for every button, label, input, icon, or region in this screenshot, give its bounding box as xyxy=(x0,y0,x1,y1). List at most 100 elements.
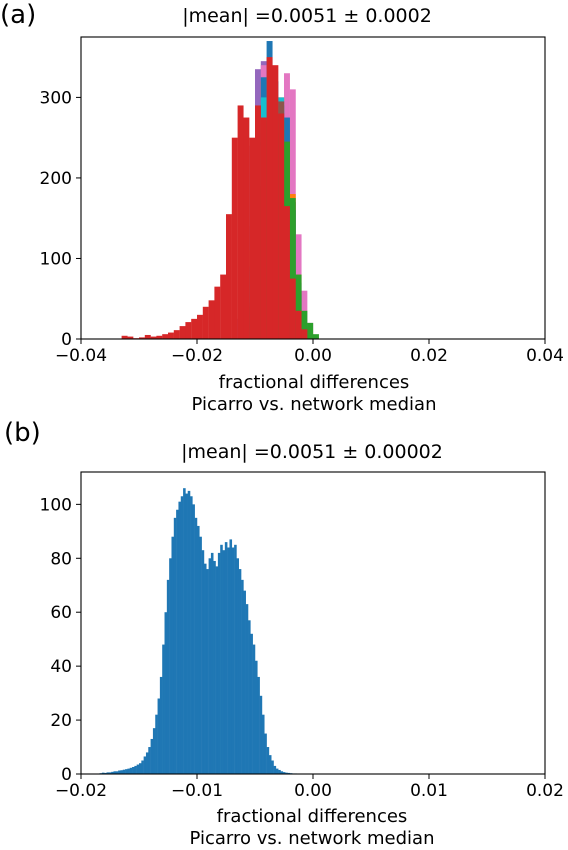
panel-a-bar-s7-b1 xyxy=(127,336,134,339)
panel-b-bar-s0-b19 xyxy=(143,756,147,774)
panel-b-bar-s0-b69 xyxy=(259,695,263,774)
panel-a-ytick-label: 200 xyxy=(40,169,72,189)
panel-b-bar-s0-b75 xyxy=(273,765,277,774)
panel-b-bar-s0-b70 xyxy=(261,714,265,774)
panel-b-bar-s0-b25 xyxy=(157,698,161,774)
panel-a-bar-s7-b17 xyxy=(220,274,227,339)
panel-a-bar-s7-b7 xyxy=(162,334,169,339)
panel-b-bar-s0-b73 xyxy=(268,755,272,774)
panel-a-xtick-label: 0.02 xyxy=(410,346,448,366)
panel-b-bar-s0-b1 xyxy=(101,772,105,774)
panel-b-bar-s0-b12 xyxy=(127,768,130,774)
panel-b-bar-s0-b39 xyxy=(190,496,193,774)
panel-b-xtick-label: 0.01 xyxy=(410,781,448,801)
panel-a-bar-s6-b12 xyxy=(313,334,319,339)
panel-b-xtick-label: −0.02 xyxy=(55,781,107,801)
panel-b-bar-s0-b44 xyxy=(201,550,205,774)
panel-b-xlabel-line1: fractional differences xyxy=(216,806,408,827)
panel-a-bar-s6-b11 xyxy=(307,322,314,339)
panel-a-xlabel: fractional differences Picarro vs. netwo… xyxy=(192,372,437,416)
panel-b-bar-s0-b36 xyxy=(183,488,186,774)
panel-b-bar-s0-b4 xyxy=(108,772,112,774)
panel-b-tag: (b) xyxy=(4,418,41,448)
panel-b-bar-s0-b55 xyxy=(227,547,230,774)
panel-b-bar-s0-b77 xyxy=(278,769,281,774)
panel-b-bar-s0-b78 xyxy=(280,771,284,774)
panel-a-ytick-label: 300 xyxy=(40,88,72,108)
panel-b-bar-s0-b37 xyxy=(185,493,188,774)
panel-b-bar-s0-b31 xyxy=(171,536,175,774)
panel-a-bar-s7-b20 xyxy=(237,105,244,339)
panel-b-bar-s0-b7 xyxy=(115,771,119,774)
panel-b-bar-s0-b79 xyxy=(282,772,286,774)
panel-b-bar-s0-b30 xyxy=(169,558,172,774)
panel-a-bar-s7-b18 xyxy=(226,214,232,339)
panel-b-bar-s0-b48 xyxy=(210,552,214,774)
panel-b-bar-s0-b34 xyxy=(178,501,182,774)
panel-b-bar-s0-b9 xyxy=(120,770,124,774)
panel-b-bar-s0-b51 xyxy=(217,552,221,774)
panel-b-bar-s0-b56 xyxy=(229,539,233,774)
panel-a-bar-s7-b8 xyxy=(168,332,174,339)
panel-a-bar-s7-b28 xyxy=(284,206,290,339)
panel-b-bar-s0-b43 xyxy=(199,536,202,774)
panel-a-bar-s6-b8 xyxy=(289,198,296,339)
panel-b-bar-s0-b3 xyxy=(106,772,110,774)
panel-b-bar-s0-b64 xyxy=(248,620,251,774)
panel-a-xlabel-line2: Picarro vs. network median xyxy=(191,394,437,415)
panel-a-bar-s7-b22 xyxy=(249,137,256,339)
panel-a-bar-s6-b9 xyxy=(295,274,302,339)
panel-a-bar-s7-b11 xyxy=(185,322,192,339)
panel-b-ytick-label: 100 xyxy=(40,495,72,515)
panel-b-bar-s0-b28 xyxy=(164,612,168,774)
panel-a-bar-s7-b4 xyxy=(144,334,151,339)
panel-b-bar-s0-b23 xyxy=(152,728,156,774)
panel-b-bar-s0-b46 xyxy=(206,569,209,774)
panel-a-bar-s7-b13 xyxy=(197,314,203,339)
panel-b-xlabel: fractional differences Picarro vs. netwo… xyxy=(190,806,435,850)
panel-a-bar-s7-b25 xyxy=(266,57,273,339)
panel-b-bar-s0-b62 xyxy=(243,590,246,774)
panel-a-bar-s6-b10 xyxy=(301,310,308,339)
panel-a-title: |mean| =0.0051 ± 0.0002 xyxy=(182,5,432,27)
panel-a-plot-frame xyxy=(80,36,546,340)
panel-a-bar-s7-b19 xyxy=(231,137,238,339)
panel-b-bar-s0-b21 xyxy=(148,747,151,774)
panel-b-bar-s0-b67 xyxy=(255,660,258,774)
panel-b-bar-s0-b72 xyxy=(266,747,270,774)
panel-a-bar-s7-b6 xyxy=(156,335,163,339)
panel-a-bar-s7-b31 xyxy=(301,329,308,339)
panel-a-xtick-label: 0.00 xyxy=(294,346,332,366)
panel-a-tag: (a) xyxy=(0,0,37,30)
panel-a-bar-s7-b27 xyxy=(278,113,285,339)
panel-b-bar-s0-b74 xyxy=(271,760,274,774)
panel-a-bar-s7-b0 xyxy=(121,335,128,339)
panel-a-bar-s7-b16 xyxy=(214,286,221,339)
panel-b-bar-s0-b18 xyxy=(141,760,144,774)
panel-b-bar-s0-b65 xyxy=(250,633,253,774)
panel-a-bar-s7-b15 xyxy=(208,300,215,339)
panel-a-xtick-label: −0.02 xyxy=(171,346,223,366)
panel-b-bar-s0-b10 xyxy=(122,769,126,774)
panel-b-bar-s0-b17 xyxy=(139,763,142,774)
panel-b-bar-s0-b15 xyxy=(134,765,137,774)
panel-b-ytick-label: 40 xyxy=(50,657,72,677)
panel-a-xlabel-line1: fractional differences xyxy=(218,372,410,393)
panel-b-xtick-label: −0.01 xyxy=(171,781,223,801)
panel-b-bar-s0-b22 xyxy=(150,738,154,774)
panel-a-bar-s7-b10 xyxy=(179,326,186,339)
panel-b-bar-s0-b59 xyxy=(236,558,240,774)
panel-b-bar-s0-b63 xyxy=(245,604,249,774)
panel-b-bar-s0-b5 xyxy=(111,771,114,774)
panel-b-title: |mean| =0.0051 ± 0.00002 xyxy=(181,441,443,463)
panel-b-bar-s0-b53 xyxy=(222,550,226,774)
panel-b-bar-s0-b54 xyxy=(224,542,228,774)
panel-b-bar-s0-b20 xyxy=(145,752,149,774)
panel-b-bar-s0-b71 xyxy=(264,733,267,774)
panel-b-bar-s0-b66 xyxy=(252,644,256,774)
panel-b-plot-frame xyxy=(80,471,546,775)
panel-a-xtick-label: −0.04 xyxy=(55,346,107,366)
panel-a-bar-s7-b29 xyxy=(289,278,296,339)
panel-a-ytick-label: 0 xyxy=(61,330,72,350)
